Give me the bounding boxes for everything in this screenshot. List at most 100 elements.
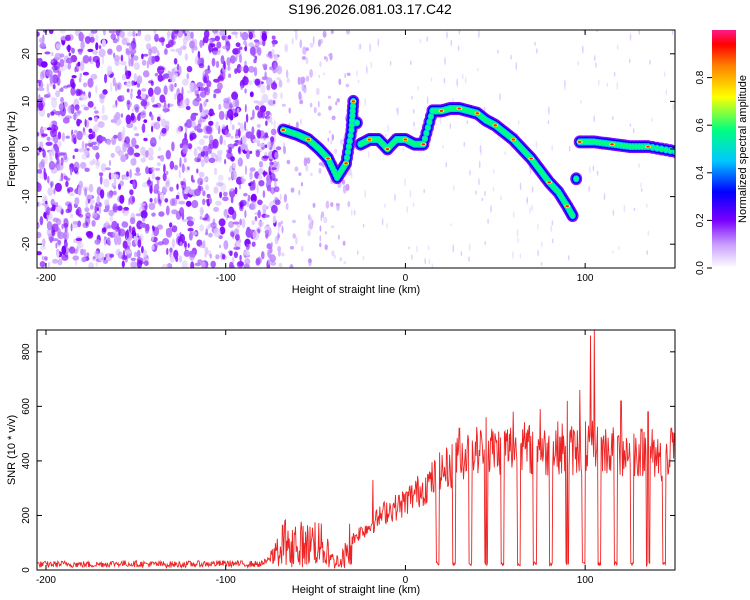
noise-speck xyxy=(133,62,140,70)
noise-speck xyxy=(73,161,80,172)
noise-speck xyxy=(157,146,162,152)
ridge-peak-core xyxy=(529,157,533,160)
noise-speck xyxy=(196,93,200,99)
noise-speck xyxy=(272,100,276,105)
noise-speck xyxy=(231,170,237,181)
ridge-peak-core xyxy=(351,100,356,103)
noise-speck xyxy=(149,198,153,203)
noise-speck xyxy=(208,120,214,126)
noise-speck xyxy=(490,205,492,213)
noise-speck xyxy=(244,104,247,113)
noise-speck xyxy=(484,241,487,246)
noise-speck xyxy=(210,260,216,268)
noise-speck xyxy=(266,115,273,123)
noise-speck xyxy=(245,149,250,160)
noise-speck xyxy=(159,154,165,162)
colorbar-tick-label: 0.2 xyxy=(695,213,706,227)
noise-speck xyxy=(305,75,310,82)
noise-speck xyxy=(234,47,241,55)
noise-speck xyxy=(95,152,100,160)
noise-speck xyxy=(37,58,41,66)
noise-speck xyxy=(223,139,226,146)
noise-speck xyxy=(237,122,241,126)
noise-speck xyxy=(480,147,482,157)
noise-speck xyxy=(219,244,222,249)
noise-speck xyxy=(189,250,196,258)
noise-speck xyxy=(499,93,501,101)
noise-speck xyxy=(212,50,218,56)
noise-speck xyxy=(537,223,539,231)
ridge-blob xyxy=(663,147,669,153)
noise-speck xyxy=(129,217,136,225)
noise-speck xyxy=(462,74,464,80)
noise-speck xyxy=(52,201,58,206)
noise-speck xyxy=(185,200,192,207)
noise-speck xyxy=(458,30,461,35)
noise-speck xyxy=(203,154,209,164)
snr-y-tick-label: 400 xyxy=(21,452,32,469)
noise-speck xyxy=(466,120,469,124)
noise-speck xyxy=(215,60,220,68)
noise-speck xyxy=(439,115,442,125)
noise-speck xyxy=(257,221,264,227)
noise-speck xyxy=(254,216,257,220)
noise-speck xyxy=(327,137,330,142)
noise-speck xyxy=(54,145,60,154)
noise-speck xyxy=(165,177,171,186)
noise-speck xyxy=(222,253,226,260)
noise-speck xyxy=(357,250,359,255)
colorbar-tick-label: 0.6 xyxy=(695,118,706,132)
noise-speck xyxy=(55,43,61,50)
noise-speck xyxy=(178,200,186,205)
noise-speck xyxy=(457,45,460,52)
snr-line-group xyxy=(37,330,675,570)
noise-speck xyxy=(107,48,113,55)
noise-speck xyxy=(101,114,109,121)
ridge-peak-core xyxy=(547,181,551,184)
ridge-peak-core xyxy=(326,157,330,160)
noise-speck xyxy=(107,231,112,237)
noise-speck xyxy=(119,180,125,187)
noise-speck xyxy=(174,93,177,101)
noise-speck xyxy=(63,233,68,239)
noise-speck xyxy=(127,70,132,77)
noise-speck xyxy=(319,242,322,248)
noise-speck xyxy=(249,46,256,56)
noise-speck xyxy=(209,113,212,117)
ridge-peak-core xyxy=(511,138,516,141)
ridge-peak-core xyxy=(281,129,286,131)
noise-speck xyxy=(463,141,466,147)
noise-speck xyxy=(175,48,181,53)
noise-speck xyxy=(56,77,61,86)
noise-speck xyxy=(603,192,606,201)
noise-speck xyxy=(606,82,609,88)
noise-speck xyxy=(46,221,53,231)
noise-speck xyxy=(596,170,599,176)
noise-speck xyxy=(529,206,531,214)
ridge-blob xyxy=(659,146,664,152)
noise-speck xyxy=(137,239,142,248)
noise-speck xyxy=(211,57,216,67)
noise-speck xyxy=(254,78,261,86)
noise-speck xyxy=(517,237,519,244)
noise-speck xyxy=(77,66,83,70)
noise-speck xyxy=(319,61,322,68)
noise-speck xyxy=(185,119,193,129)
noise-speck xyxy=(267,249,271,259)
noise-speck xyxy=(196,168,199,174)
noise-speck xyxy=(276,77,281,81)
noise-speck xyxy=(220,55,225,65)
noise-speck xyxy=(198,63,205,69)
ridge-peak-core xyxy=(475,112,480,115)
noise-speck xyxy=(121,95,125,101)
ridge-blob xyxy=(344,155,350,161)
noise-speck xyxy=(191,179,195,183)
noise-speck xyxy=(47,187,53,196)
noise-speck xyxy=(169,247,173,253)
ridge-blob xyxy=(345,149,351,155)
noise-speck xyxy=(63,218,69,228)
noise-speck xyxy=(94,205,98,214)
noise-speck xyxy=(261,32,268,42)
